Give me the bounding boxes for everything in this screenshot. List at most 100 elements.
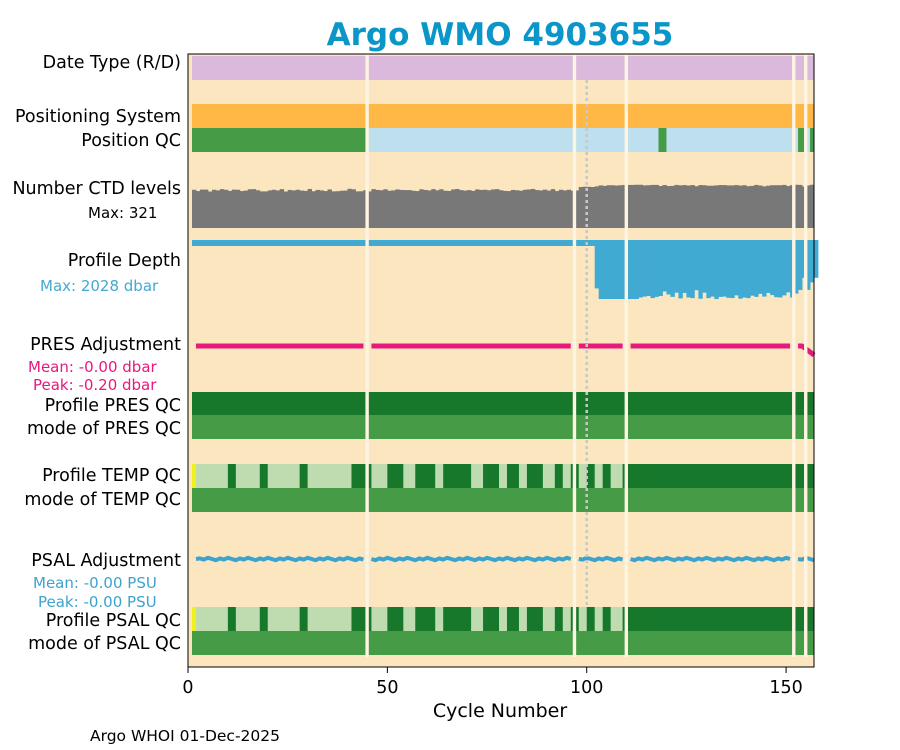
qc-cell	[207, 464, 213, 488]
depth-bar	[339, 240, 344, 246]
ctd-bar	[419, 189, 424, 228]
depth-bar	[690, 240, 695, 299]
ctd-bar	[574, 190, 580, 228]
qc-cell	[794, 464, 799, 488]
ctd-bar	[506, 191, 512, 228]
qc-cell	[431, 464, 436, 488]
row-label: mode of PSAL QC	[28, 634, 181, 654]
qc-cell	[506, 464, 512, 488]
qc-cell	[295, 607, 301, 631]
depth-bar	[483, 240, 488, 246]
qc-cell	[219, 607, 225, 631]
ctd-bar	[323, 191, 328, 228]
row-sublabel: Mean: -0.00 dbar	[28, 358, 158, 376]
depth-bar	[423, 240, 428, 246]
row-labels: Date Type (R/D) Positioning System Positio…	[12, 53, 181, 654]
qc-cell	[471, 607, 476, 631]
ctd-bar	[247, 189, 253, 228]
qc-cell	[746, 607, 751, 631]
qc-cell	[459, 607, 464, 631]
depth-bar	[590, 240, 596, 246]
depth-bar	[618, 240, 624, 300]
qc-cell	[730, 607, 735, 631]
depth-bar	[347, 240, 352, 246]
qc-cell	[447, 607, 452, 631]
ctd-bar	[762, 186, 767, 228]
gap-column	[792, 54, 796, 657]
ctd-bar	[710, 185, 715, 228]
qc-cell	[590, 607, 596, 631]
ctd-bar	[706, 185, 711, 228]
qc-cell	[642, 464, 647, 488]
qc-cell	[483, 464, 488, 488]
qc-cell	[614, 464, 620, 488]
qc-cell	[331, 607, 336, 631]
row-label: Positioning System	[15, 107, 181, 127]
depth-bar	[518, 240, 524, 246]
depth-bar	[255, 240, 261, 246]
ctd-bar	[287, 189, 293, 228]
depth-bar	[455, 240, 460, 246]
depth-bar	[235, 240, 241, 246]
qc-cell	[411, 464, 416, 488]
qc-cell	[702, 607, 707, 631]
qc-cell	[598, 464, 604, 488]
qc-cell	[618, 464, 624, 488]
ctd-bar	[602, 185, 608, 228]
ctd-bar	[371, 189, 376, 228]
depth-bar	[443, 240, 448, 246]
ctd-bar	[566, 189, 572, 228]
depth-bar	[730, 240, 735, 299]
qc-cell	[235, 464, 241, 488]
ctd-bar	[295, 189, 301, 228]
qc-cell	[463, 464, 468, 488]
ctd-bar	[754, 184, 759, 228]
qc-cell	[774, 464, 779, 488]
depth-bar	[319, 240, 324, 246]
ctd-bar	[331, 191, 336, 228]
ctd-bar	[271, 189, 277, 228]
depth-bar	[626, 240, 631, 300]
ctd-bar	[367, 191, 372, 228]
qc-cell	[407, 464, 412, 488]
depth-bar	[778, 240, 783, 298]
qc-cell	[455, 464, 460, 488]
ctd-bar	[259, 191, 265, 228]
depth-bar	[295, 240, 301, 246]
qc-cell	[626, 607, 631, 631]
qc-cell	[706, 607, 711, 631]
qc-cell	[502, 464, 508, 488]
qc-cell	[223, 607, 229, 631]
depth-bar	[534, 240, 540, 246]
depth-bar	[291, 240, 297, 246]
qc-cell	[602, 607, 608, 631]
ctd-bar	[355, 191, 360, 228]
qc-cell	[467, 464, 472, 488]
ctd-bar	[243, 190, 249, 228]
qc-cell	[778, 464, 783, 488]
depth-bar	[451, 240, 456, 246]
qc-cell	[387, 464, 392, 488]
ctd-bar	[782, 184, 787, 228]
depth-bar	[574, 240, 580, 246]
row-label: PRES Adjustment	[30, 335, 181, 355]
qc-cell	[467, 607, 472, 631]
qc-cell	[774, 607, 779, 631]
depth-bar	[630, 240, 635, 300]
depth-bar	[391, 240, 396, 246]
ctd-bar	[638, 184, 643, 228]
qc-cell	[714, 464, 719, 488]
depth-bar	[227, 240, 233, 246]
qc-cell	[606, 607, 612, 631]
qc-cell	[510, 464, 516, 488]
ctd-bar	[634, 184, 639, 228]
depth-bar	[742, 240, 747, 298]
qc-cell	[435, 607, 440, 631]
ctd-bar	[375, 189, 380, 228]
qc-cell	[722, 607, 727, 631]
depth-bar	[327, 240, 332, 246]
qc-cell	[299, 607, 305, 631]
row-label: Profile TEMP QC	[42, 466, 181, 486]
ctd-bar	[746, 186, 751, 228]
qc-cell	[502, 607, 508, 631]
